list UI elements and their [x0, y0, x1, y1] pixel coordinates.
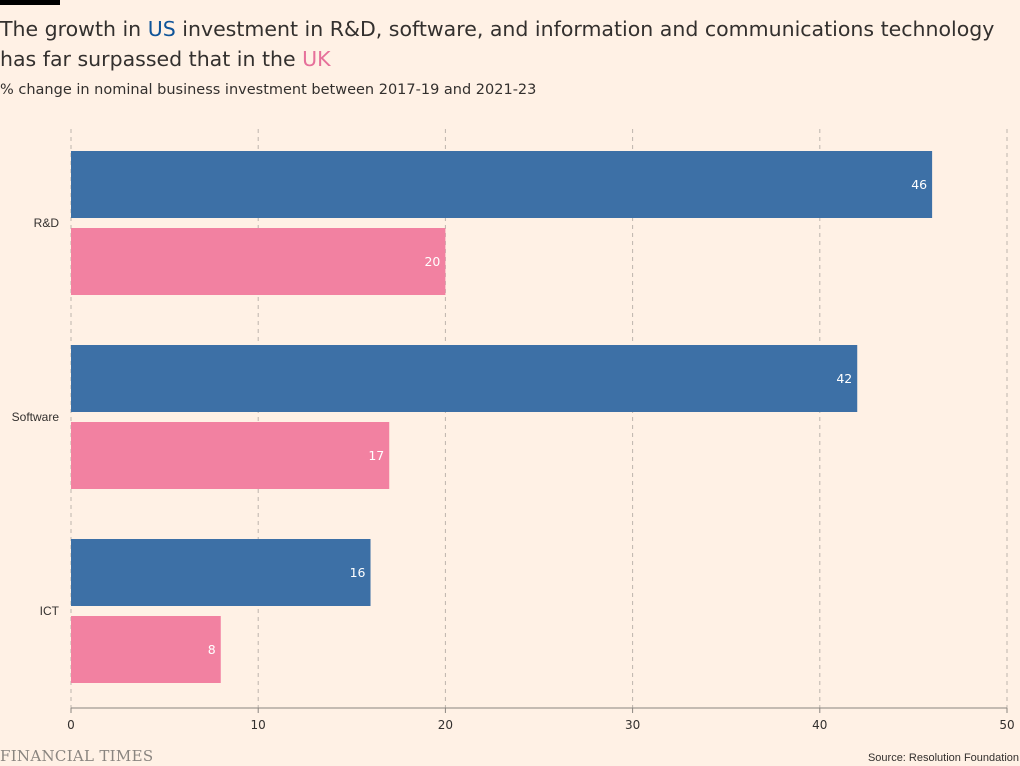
- title-us-highlight: US: [147, 17, 176, 41]
- chart-title: The growth in US investment in R&D, soft…: [0, 17, 995, 71]
- data-label: 17: [368, 448, 384, 463]
- x-tick-label: 0: [67, 718, 75, 732]
- data-label: 20: [424, 254, 440, 269]
- x-tick-label: 30: [625, 718, 640, 732]
- bar-uk: [71, 616, 221, 683]
- bar-uk: [71, 422, 390, 489]
- data-label: 46: [911, 177, 927, 192]
- data-label: 16: [350, 565, 366, 580]
- title-uk-highlight: UK: [302, 47, 331, 71]
- source-note: Source: Resolution Foundation: [867, 752, 1019, 764]
- x-tick-label: 10: [251, 718, 266, 732]
- category-label: R&D: [34, 216, 60, 230]
- bar-us: [71, 345, 858, 412]
- chart-subtitle: % change in nominal business investment …: [0, 82, 537, 98]
- brand-bar: [0, 0, 60, 5]
- bar-us: [71, 151, 933, 218]
- data-label: 8: [208, 642, 216, 657]
- category-label: Software: [12, 410, 60, 424]
- bar-us: [71, 539, 371, 606]
- bar-uk: [71, 228, 446, 295]
- x-tick-label: 40: [812, 718, 827, 732]
- category-label: ICT: [40, 604, 60, 618]
- ft-logo: FINANCIAL TIMES: [0, 747, 154, 765]
- x-tick-label: 50: [999, 718, 1014, 732]
- x-tick-label: 20: [438, 718, 453, 732]
- data-label: 42: [836, 371, 852, 386]
